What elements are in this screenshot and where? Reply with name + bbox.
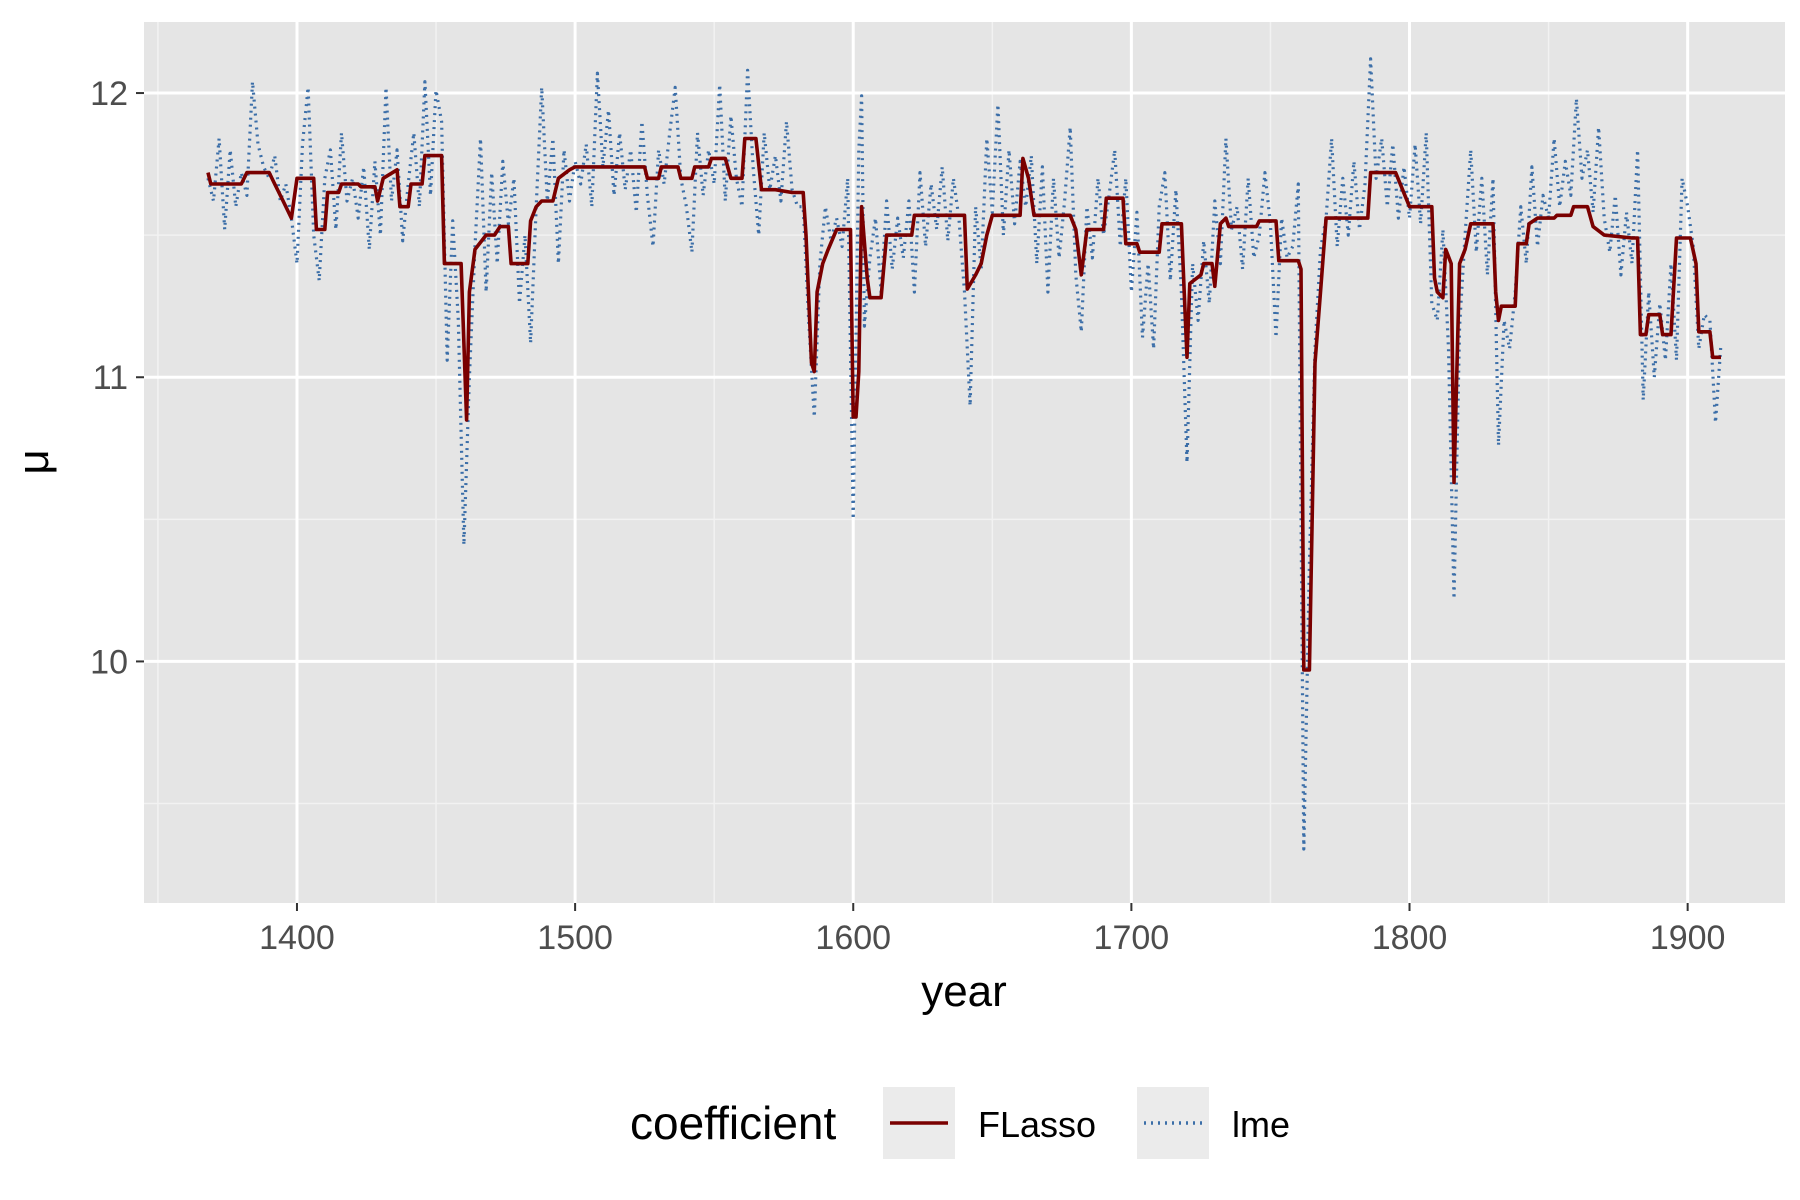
y-axis: 10 11 12	[90, 75, 144, 681]
legend-label-lme: lme	[1232, 1104, 1290, 1145]
legend: coefficient FLasso lme	[630, 1087, 1290, 1159]
x-tick-label-1800: 1800	[1372, 919, 1448, 957]
series-line-flasso	[206, 136, 1721, 672]
y-tick-label-10: 10	[90, 643, 128, 681]
x-axis-title: year	[921, 967, 1007, 1016]
x-tick-label-1900: 1900	[1650, 919, 1726, 957]
series-layer	[206, 57, 1723, 851]
minor-gridlines	[144, 22, 1785, 903]
y-tick-label-11: 11	[93, 359, 128, 397]
legend-title: coefficient	[630, 1097, 837, 1149]
x-tick-label-1500: 1500	[537, 919, 613, 957]
y-axis-title: μ	[9, 449, 58, 474]
x-tick-label-1600: 1600	[815, 919, 891, 957]
x-tick-label-1400: 1400	[259, 919, 335, 957]
x-axis: 1400 1500 1600 1700 1800 1900	[259, 903, 1725, 957]
major-gridlines	[144, 22, 1785, 903]
plot-panel	[144, 22, 1785, 903]
legend-label-flasso: FLasso	[978, 1104, 1096, 1145]
x-tick-label-1700: 1700	[1094, 919, 1170, 957]
y-tick-label-12: 12	[90, 75, 128, 113]
